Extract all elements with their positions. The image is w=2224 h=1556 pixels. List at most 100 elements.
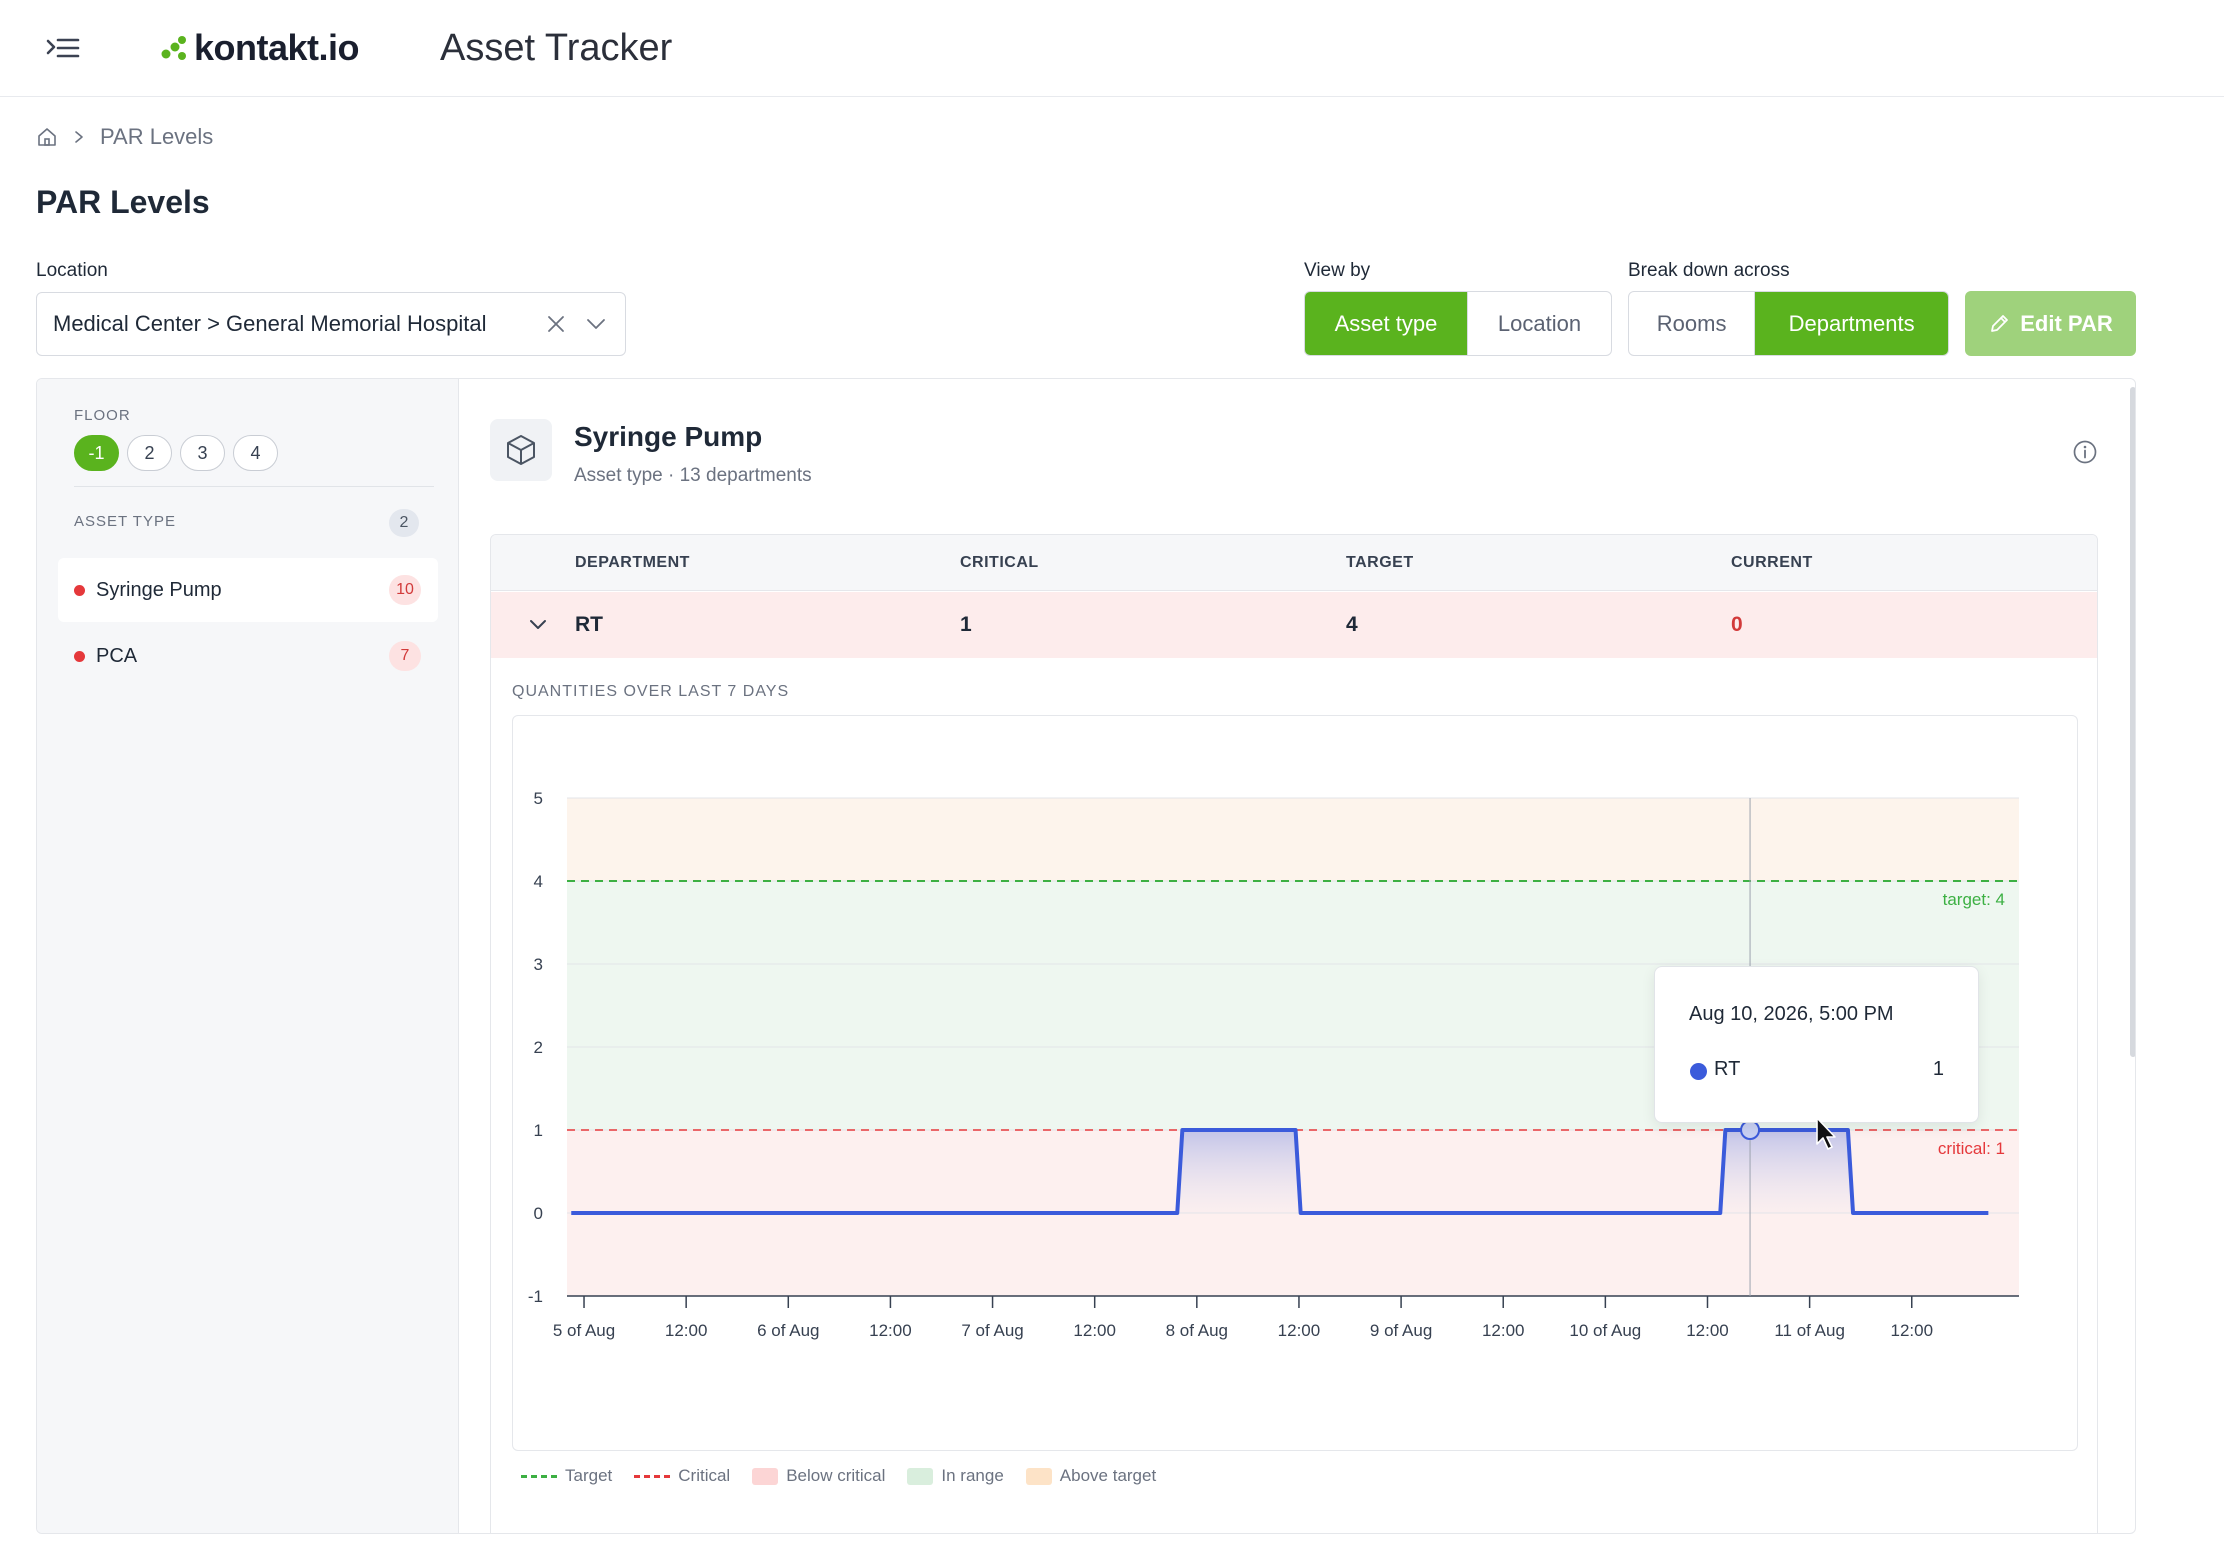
view-by-location-button[interactable]: Location — [1497, 310, 1582, 336]
asset-icon-box — [490, 419, 552, 481]
asset-item-count: 7 — [389, 641, 421, 671]
page-title: PAR Levels — [36, 184, 210, 220]
location-label: Location — [36, 260, 108, 281]
view-by-asset-type-button[interactable]: Asset type — [1305, 292, 1468, 355]
break-down-toggle: Rooms Departments — [1628, 291, 1949, 356]
legend-label: Critical — [678, 1466, 731, 1485]
kontakt-logo[interactable]: kontakt.io — [160, 24, 360, 72]
y-tick-label: 3 — [534, 955, 543, 974]
x-tick-label: 8 of Aug — [1166, 1321, 1228, 1340]
info-icon[interactable] — [2072, 439, 2098, 465]
current-cell: 0 — [1731, 613, 1743, 636]
y-tick-label: 2 — [534, 1038, 543, 1057]
legend-item: Above target — [1025, 1466, 1157, 1486]
par-card: FLOOR -1 2 3 4 ASSET TYPE 2 Syringe Pump… — [36, 378, 2136, 1534]
x-tick-label: 12:00 — [1482, 1321, 1525, 1340]
x-tick-label: 10 of Aug — [1569, 1321, 1641, 1340]
y-tick-label: -1 — [528, 1287, 543, 1306]
target-cell: 4 — [1346, 613, 1358, 636]
x-tick-label: 12:00 — [1073, 1321, 1116, 1340]
x-tick-label: 11 of Aug — [1774, 1321, 1845, 1340]
chart-legend: Target Critical Below critical In range Abov… — [521, 1466, 1156, 1486]
filter-sidebar: FLOOR -1 2 3 4 ASSET TYPE 2 Syringe Pump… — [37, 379, 459, 1533]
x-tick-label: 6 of Aug — [757, 1321, 819, 1340]
menu-collapse-icon[interactable] — [44, 32, 84, 66]
app-title: Asset Tracker — [440, 27, 673, 69]
breadcrumb: PAR Levels — [36, 122, 213, 152]
x-tick-label: 12:00 — [1278, 1321, 1321, 1340]
x-tick-label: 12:00 — [1890, 1321, 1933, 1340]
break-down-label: Break down across — [1628, 260, 1790, 281]
pencil-icon — [1991, 314, 2009, 332]
tooltip-series-name: RT — [1714, 1058, 1741, 1080]
hover-point[interactable] — [1740, 1120, 1761, 1140]
location-value: Medical Center > General Memorial Hospit… — [53, 311, 487, 336]
legend-item: Target — [521, 1466, 612, 1486]
department-cell: RT — [575, 613, 603, 636]
legend-item: In range — [907, 1466, 1004, 1486]
table-row[interactable]: RT 1 4 0 — [491, 592, 2097, 658]
above-target-band — [567, 798, 2019, 881]
x-tick-label: 12:00 — [1686, 1321, 1729, 1340]
x-tick-label: 9 of Aug — [1370, 1321, 1432, 1340]
view-by-label: View by — [1304, 260, 1371, 281]
x-tick-label: 7 of Aug — [961, 1321, 1023, 1340]
asset-item-label: Syringe Pump — [96, 578, 222, 601]
legend-label: In range — [941, 1466, 1004, 1485]
table-header: DEPARTMENT CRITICAL TARGET CURRENT — [491, 535, 2097, 591]
breadcrumb-current[interactable]: PAR Levels — [100, 124, 214, 149]
legend-item: Critical — [634, 1466, 730, 1486]
legend-swatch — [907, 1467, 934, 1485]
asset-title: Syringe Pump — [574, 421, 763, 452]
legend-swatch — [752, 1467, 779, 1485]
legend-item: Below critical — [752, 1466, 885, 1486]
column-header[interactable]: DEPARTMENT — [575, 554, 690, 571]
status-dot — [74, 584, 85, 596]
floor-pill[interactable]: 3 — [180, 435, 225, 471]
quantities-label: QUANTITIES OVER LAST 7 DAYS — [512, 683, 790, 700]
home-icon[interactable] — [36, 126, 58, 148]
column-header[interactable]: TARGET — [1346, 554, 1414, 571]
edit-par-label: Edit PAR — [2020, 310, 2113, 336]
break-down-rooms-button[interactable]: Rooms — [1629, 292, 1756, 355]
asset-subtitle: Asset type · 13 departments — [574, 465, 812, 486]
cube-icon — [507, 435, 535, 465]
floor-pill[interactable]: -1 — [74, 435, 119, 471]
y-tick-label: 1 — [534, 1121, 543, 1140]
floor-pill[interactable]: 4 — [233, 435, 278, 471]
legend-label: Target — [565, 1466, 613, 1485]
legend-swatch — [521, 1474, 557, 1478]
x-tick-label: 12:00 — [665, 1321, 708, 1340]
clear-icon[interactable] — [545, 313, 567, 335]
chevron-down-icon[interactable] — [585, 313, 607, 335]
target-label: target: 4 — [1943, 890, 2005, 909]
top-bar: kontakt.io Asset Tracker — [0, 0, 2224, 97]
status-dot — [74, 650, 85, 662]
asset-item-label: PCA — [96, 644, 138, 667]
legend-label: Above target — [1059, 1466, 1157, 1485]
asset-item-syringe-pump[interactable]: Syringe Pump 10 — [58, 558, 438, 622]
y-tick-label: 0 — [534, 1204, 543, 1223]
chart-tooltip: Aug 10, 2026, 5:00 PM RT 1 — [1654, 966, 1979, 1123]
legend-swatch — [1025, 1467, 1052, 1485]
tooltip-date: Aug 10, 2026, 5:00 PM — [1689, 1003, 1894, 1025]
floor-label: FLOOR — [74, 407, 131, 424]
column-header[interactable]: CRITICAL — [960, 554, 1039, 571]
floor-pill[interactable]: 2 — [127, 435, 172, 471]
scrollbar[interactable] — [2130, 387, 2135, 1057]
series-line-rt[interactable] — [571, 1128, 1989, 1215]
asset-item-pca[interactable]: PCA 7 — [58, 624, 438, 688]
critical-cell: 1 — [960, 613, 972, 636]
location-select[interactable]: Medical Center > General Memorial Hospit… — [36, 292, 626, 356]
x-tick-label: 5 of Aug — [553, 1321, 615, 1340]
chevron-down-icon[interactable] — [527, 614, 549, 636]
floor-pills: -1 2 3 4 — [74, 435, 278, 471]
divider — [74, 486, 434, 487]
view-by-toggle: Asset type Location — [1304, 291, 1612, 356]
edit-par-button[interactable]: Edit PAR — [1965, 291, 2136, 356]
tooltip-value: 1 — [1932, 1058, 1944, 1080]
tooltip-series-dot — [1690, 1063, 1707, 1080]
y-tick-label: 4 — [534, 872, 543, 891]
break-down-departments-button[interactable]: Departments — [1755, 292, 1948, 355]
column-header[interactable]: CURRENT — [1731, 554, 1813, 571]
